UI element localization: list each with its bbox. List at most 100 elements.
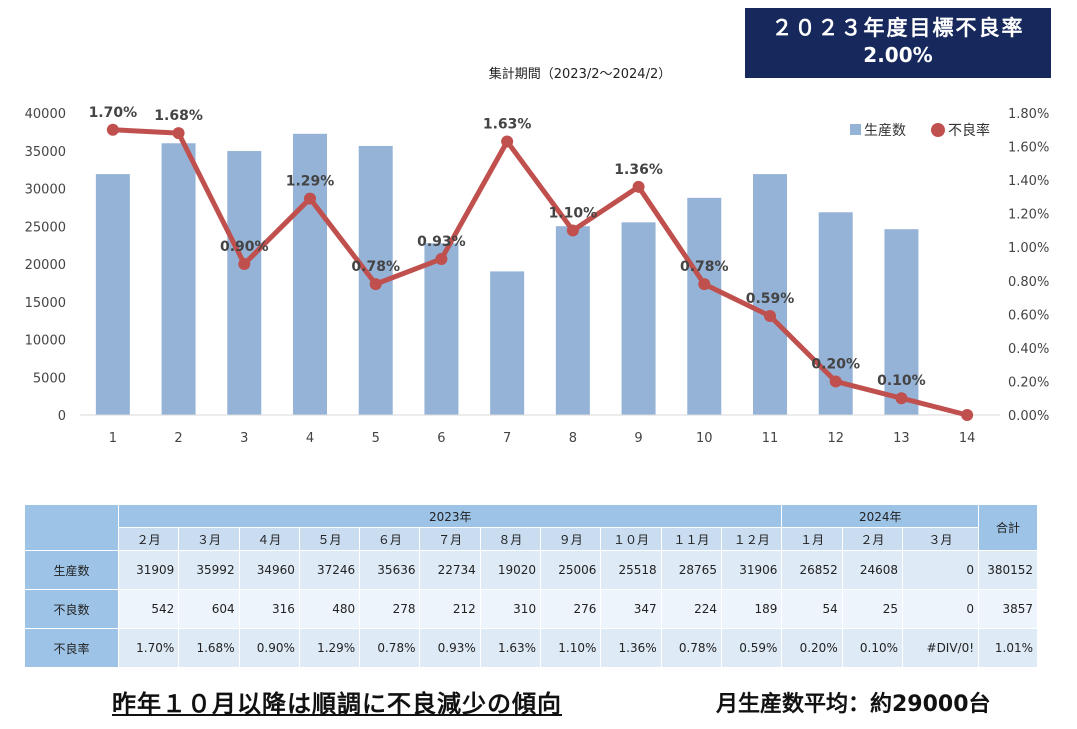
left-axis-tick-label: 10000 (25, 334, 66, 349)
data-label: 0.20% (811, 356, 860, 372)
table-cell: 54 (781, 589, 843, 629)
data-label: 0.78% (680, 259, 729, 275)
table-cell: 1.36% (600, 628, 662, 668)
table-cell: 28765 (660, 550, 722, 590)
table-cell: 212 (419, 589, 481, 629)
table-cell: 0.93% (419, 628, 481, 668)
bar (490, 271, 525, 415)
total-header: 合計 (978, 504, 1038, 551)
bar (161, 143, 196, 415)
x-axis-tick-label: 5 (372, 431, 380, 446)
table-cell: 25006 (540, 550, 602, 590)
table-cell: 25 (841, 589, 904, 629)
right-axis-tick-label: 1.60% (1008, 141, 1049, 156)
bar (95, 174, 130, 415)
total-cell: 1.01% (978, 628, 1038, 668)
bar (227, 151, 262, 415)
table-cell: 1.70% (117, 628, 180, 668)
table-cell: 0 (902, 589, 980, 629)
table-corner (24, 504, 119, 551)
data-label: 0.90% (220, 239, 269, 255)
table-cell: 24608 (841, 550, 904, 590)
bar (884, 229, 919, 415)
bar (424, 243, 459, 415)
table-cell: 0.20% (781, 628, 843, 668)
left-axis-tick-label: 30000 (25, 183, 66, 198)
line-point (501, 135, 514, 148)
line-point (961, 409, 974, 421)
table-year-row: 2023年 2024年 合計 (24, 504, 1038, 551)
left-axis-tick-label: 5000 (33, 371, 66, 386)
table-cell: 276 (540, 589, 602, 629)
table-cell: 1.63% (479, 628, 542, 668)
x-axis-tick-label: 12 (827, 431, 844, 446)
legend-line-swatch (931, 123, 945, 137)
month-header: １２月 (720, 527, 783, 551)
line-point (435, 252, 448, 265)
right-axis-tick-label: 0.60% (1008, 308, 1049, 323)
line-point (698, 278, 711, 291)
production-defect-chart: 0 5000 10000 15000 20000 25000 30000 35000 40000… (25, 105, 1050, 446)
data-label: 1.10% (549, 205, 598, 221)
line-point (632, 180, 645, 193)
x-axis-tick-label: 7 (503, 431, 511, 446)
month-header: ５月 (298, 527, 361, 551)
x-axis-tick-label: 1 (109, 431, 117, 446)
left-axis-tick-label: 20000 (25, 258, 66, 273)
table-cell: 0.78% (359, 628, 421, 668)
data-label: 1.63% (483, 117, 532, 133)
right-axis-tick-label: 0.00% (1008, 409, 1049, 424)
bar (555, 226, 590, 415)
table-cell: 604 (178, 589, 240, 629)
monthly-average-statement: 月生産数平均：約29000台 (716, 692, 991, 717)
year-2024-header: 2024年 (781, 504, 980, 528)
line-point (895, 392, 908, 405)
right-axis-tick-label: 1.80% (1008, 107, 1049, 122)
right-axis-tick-label: 1.00% (1008, 241, 1049, 256)
row-label: 不良率 (24, 628, 119, 668)
x-axis-tick-label: 10 (696, 431, 713, 446)
month-header: ２月 (841, 527, 904, 551)
x-axis-tick-label: 3 (240, 431, 248, 446)
table-cell: 316 (238, 589, 300, 629)
data-label: 1.29% (286, 174, 335, 190)
line-point (106, 123, 119, 136)
month-header: １０月 (600, 527, 662, 551)
left-axis-tick-label: 25000 (25, 220, 66, 235)
data-table: 2023年 2024年 合計 ２月 ３月 ４月 ５月 ６月 ７月 ８月 ９月 １０月 １１月 １２月… (24, 504, 1038, 668)
table-cell: 19020 (479, 550, 542, 590)
table-cell: #DIV/0! (902, 628, 980, 668)
table-cell: 31909 (117, 550, 180, 590)
month-header: ４月 (238, 527, 300, 551)
month-header: ３月 (902, 527, 980, 551)
legend-bar-swatch (850, 124, 861, 135)
table-cell: 480 (298, 589, 361, 629)
table-row: 不良率 1.70% 1.68% 0.90% 1.29% 0.78% 0.93% 1.63% 1.… (24, 628, 1038, 668)
table-cell: 35992 (178, 550, 240, 590)
legend-bar-label: 生産数 (864, 123, 906, 139)
line-point (566, 224, 579, 237)
trend-statement: 昨年１０月以降は順調に不良減少の傾向 (112, 690, 562, 718)
total-cell: 380152 (978, 550, 1038, 590)
bar (753, 174, 787, 415)
table-cell: 1.29% (298, 628, 361, 668)
row-label: 不良数 (24, 589, 119, 629)
x-axis-tick-label: 8 (569, 431, 577, 446)
data-label: 1.36% (614, 162, 663, 178)
line-point (829, 375, 842, 388)
x-axis-tick-label: 11 (762, 431, 779, 446)
data-label: 1.70% (89, 105, 138, 121)
left-axis-tick-label: 15000 (25, 296, 66, 311)
total-cell: 3857 (978, 589, 1038, 629)
month-header: １１月 (660, 527, 722, 551)
x-axis-tick-label: 4 (306, 431, 314, 446)
table-cell: 34960 (238, 550, 300, 590)
month-header: ７月 (419, 527, 481, 551)
table-month-row: ２月 ３月 ４月 ５月 ６月 ７月 ８月 ９月 １０月 １１月 １２月 １月 ２月 ３月 (25, 527, 1038, 551)
x-axis-tick-label: 14 (959, 431, 976, 446)
right-axis-tick-label: 0.40% (1008, 342, 1049, 357)
table-cell: 542 (117, 589, 180, 629)
line-point (304, 192, 316, 205)
x-axis-tick-label: 13 (893, 431, 910, 446)
table-cell: 35636 (359, 550, 421, 590)
